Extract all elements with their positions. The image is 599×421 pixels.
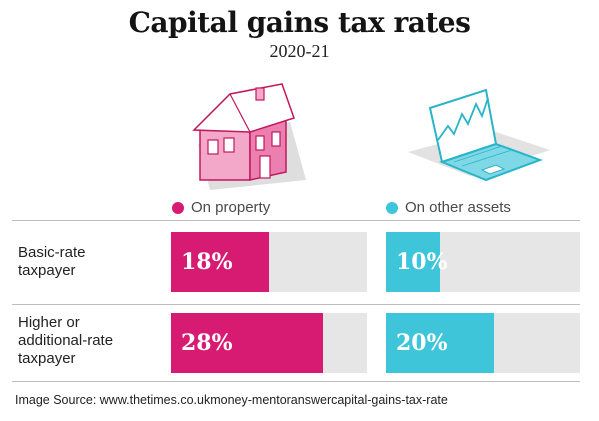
chart-title: Capital gains tax rates xyxy=(128,6,471,39)
legend-item-property: On property xyxy=(172,199,270,216)
house-icon xyxy=(192,83,306,190)
bar-basic-property xyxy=(171,232,269,292)
chart-subtitle: 2020-21 xyxy=(269,41,330,61)
bar-label-higher-assets: 20% xyxy=(396,330,448,356)
bar-higher-assets xyxy=(386,313,494,373)
divider-top xyxy=(12,220,580,221)
legend-label-assets: On other assets xyxy=(405,199,511,216)
row-label-basic-line2: taxpayer xyxy=(18,262,76,279)
bar-label-higher-property: 28% xyxy=(181,330,233,356)
row-label-higher-line3: taxpayer xyxy=(18,350,76,367)
bar-label-basic-assets: 10% xyxy=(396,249,448,275)
bar-track-higher-assets: 20% xyxy=(386,313,580,373)
bar-basic-assets xyxy=(386,232,440,292)
image-source-caption: Image Source: www.thetimes.co.ukmoney-me… xyxy=(15,393,448,407)
legend-item-assets: On other assets xyxy=(386,199,511,216)
legend-dot-property xyxy=(172,201,184,214)
row-label-higher: Higher or additional-rate taxpayer xyxy=(18,314,113,368)
legend-label-property: On property xyxy=(191,199,271,216)
row-label-basic: Basic-rate taxpayer xyxy=(18,244,86,280)
laptop-icon xyxy=(408,88,550,182)
bar-track-basic-property: 18% xyxy=(171,232,367,292)
divider-middle xyxy=(12,304,580,305)
row-label-higher-line1: Higher or xyxy=(18,314,80,331)
row-label-basic-line1: Basic-rate xyxy=(18,244,86,261)
bar-higher-property xyxy=(171,313,324,373)
legend-dot-assets xyxy=(386,201,398,214)
row-label-higher-line2: additional-rate xyxy=(18,332,114,349)
bar-track-higher-property: 28% xyxy=(171,313,367,373)
divider-bottom xyxy=(12,381,580,382)
bar-label-basic-property: 18% xyxy=(181,249,233,275)
bar-track-basic-assets: 10% xyxy=(386,232,580,292)
